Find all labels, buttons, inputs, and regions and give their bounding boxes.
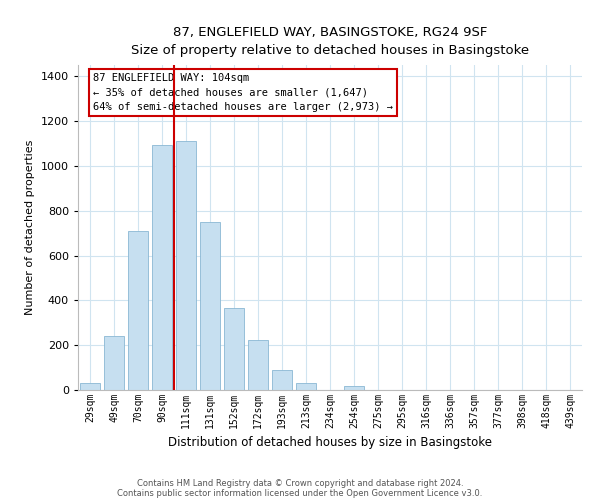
Bar [80,384,100,390]
Bar [272,370,292,390]
Title: 87, ENGLEFIELD WAY, BASINGSTOKE, RG24 9SF
Size of property relative to detached : 87, ENGLEFIELD WAY, BASINGSTOKE, RG24 9S… [131,26,529,57]
Bar [176,141,196,390]
Bar [224,308,244,390]
Text: Contains HM Land Registry data © Crown copyright and database right 2024.: Contains HM Land Registry data © Crown c… [137,478,463,488]
Bar [128,231,148,390]
X-axis label: Distribution of detached houses by size in Basingstoke: Distribution of detached houses by size … [168,436,492,450]
Y-axis label: Number of detached properties: Number of detached properties [25,140,35,315]
Bar [152,144,172,390]
Bar [248,340,268,390]
Bar [296,384,316,390]
Text: Contains public sector information licensed under the Open Government Licence v3: Contains public sector information licen… [118,488,482,498]
Bar [200,222,220,390]
Text: 87 ENGLEFIELD WAY: 104sqm
← 35% of detached houses are smaller (1,647)
64% of se: 87 ENGLEFIELD WAY: 104sqm ← 35% of detac… [93,73,393,112]
Bar [104,336,124,390]
Bar [344,386,364,390]
